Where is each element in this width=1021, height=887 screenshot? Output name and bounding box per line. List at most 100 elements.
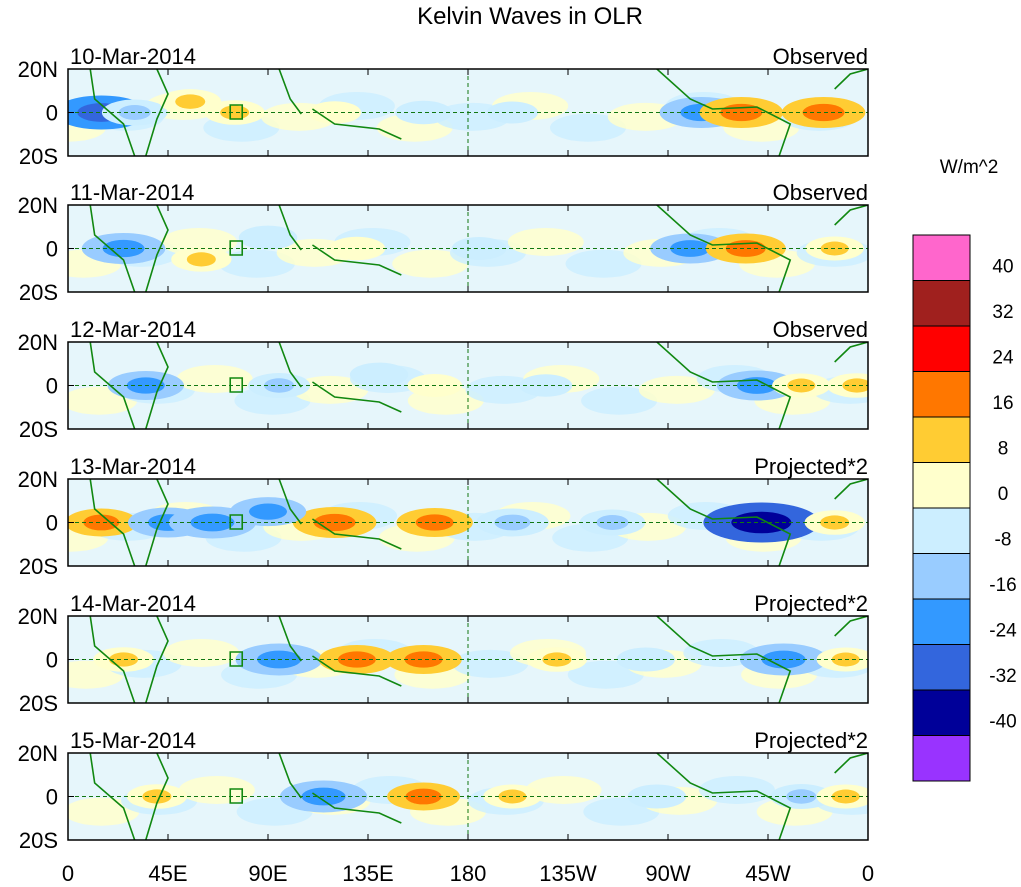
anomaly-core (109, 652, 139, 667)
panel-2: 20N 0 20S 11-Mar-2014 Observed (18, 180, 869, 305)
panel-date: 11-Mar-2014 (70, 180, 194, 205)
panel-date: 15-Mar-2014 (70, 728, 196, 753)
south-america-coastline (656, 753, 792, 840)
west-africa-coastline (834, 205, 868, 226)
maldives-box (229, 377, 244, 393)
colorbar-label: -8 (995, 530, 1012, 551)
anomaly-field (68, 362, 868, 415)
colorbar-swatch (912, 735, 971, 782)
colorbar-label: -32 (989, 666, 1016, 687)
colorbar-swatch (912, 234, 971, 281)
colorbar-label: 40 (992, 257, 1013, 278)
anomaly-band (565, 249, 642, 278)
x-tick-label: 90E (248, 861, 287, 886)
coastlines (89, 69, 868, 156)
maldives-box (229, 240, 244, 256)
maritime-continent-coastline (278, 342, 402, 413)
africa-coastline (89, 753, 169, 840)
colorbar-label: 16 (992, 393, 1013, 414)
anomaly-core (466, 241, 493, 256)
colorbar-label: -24 (989, 621, 1017, 642)
maritime-continent-coastline (278, 205, 402, 276)
anomaly-core (175, 94, 206, 109)
west-africa-coastline (834, 753, 868, 774)
y-tick-label: 20S (19, 691, 58, 716)
south-america-coastline (656, 479, 792, 566)
y-tick-label: 0 (46, 374, 58, 399)
x-tick-label: 0 (862, 861, 874, 886)
maldives-box (229, 514, 244, 530)
y-tick-label: 20S (19, 280, 58, 305)
x-tick-label: 90W (645, 861, 690, 886)
panel-tag: Projected*2 (754, 454, 868, 479)
anomaly-field (68, 775, 868, 826)
south-america-coastline (656, 342, 792, 429)
maritime-continent-coastline (278, 616, 402, 687)
anomaly-core (254, 230, 282, 245)
y-tick-label: 20N (18, 330, 58, 355)
anomaly-core (142, 789, 172, 804)
panel-6: 20N 0 20S 15-Mar-2014 Projected*2 (18, 728, 869, 853)
anomaly-core (186, 252, 216, 267)
anomaly-core (190, 513, 235, 532)
anomaly-band (218, 249, 295, 278)
x-tick-label: 0 (62, 861, 74, 886)
west-africa-coastline (834, 479, 868, 500)
anomaly-core (787, 378, 816, 393)
colorbar-label: 24 (992, 348, 1014, 369)
x-tick-label: 45W (745, 861, 790, 886)
west-africa-coastline (834, 69, 868, 90)
panel-date: 13-Mar-2014 (70, 454, 196, 479)
anomaly-core (670, 240, 711, 257)
panel-date: 10-Mar-2014 (70, 44, 196, 69)
colorbar-swatch (912, 462, 971, 509)
anomaly-core (405, 788, 442, 805)
panel-1: 20N 0 20S 10-Mar-2014 Observed (18, 44, 869, 169)
panel-date: 12-Mar-2014 (70, 317, 196, 342)
chart-title: Kelvin Waves in OLR (417, 3, 643, 30)
anomaly-core (249, 503, 287, 520)
panel-tag: Projected*2 (754, 728, 868, 753)
maritime-continent-coastline (278, 69, 402, 140)
west-africa-coastline (834, 616, 868, 637)
colorbar-swatch (912, 507, 971, 554)
x-tick-label: 45E (148, 861, 187, 886)
coastlines (89, 479, 868, 566)
y-tick-label: 0 (46, 785, 58, 810)
colorbar-swatch (912, 416, 971, 463)
y-tick-label: 0 (46, 237, 58, 262)
colorbar-label: 0 (998, 484, 1009, 505)
maldives-box (229, 104, 244, 120)
panel-date: 14-Mar-2014 (70, 591, 196, 616)
panel-5: 20N 0 20S 14-Mar-2014 Projected*2 (18, 591, 869, 716)
maldives-box (229, 788, 244, 804)
anomaly-band (178, 775, 255, 804)
x-tick-label: 180 (450, 861, 487, 886)
anomaly-core (725, 240, 766, 257)
panel-3: 20N 0 20S 12-Mar-2014 Observed (18, 317, 869, 442)
africa-coastline (89, 69, 169, 156)
anomaly-core (410, 105, 438, 120)
south-america-coastline (656, 69, 792, 156)
y-tick-label: 0 (46, 648, 58, 673)
y-tick-label: 20N (18, 57, 58, 82)
colorbar-swatch (912, 644, 971, 691)
maritime-continent-coastline (278, 479, 402, 550)
west-africa-coastline (834, 342, 868, 363)
x-axis: 0 45E 90E 135E 180 135W 90W 45W 0 (62, 861, 874, 886)
anomaly-band (392, 249, 469, 278)
anomaly-core (596, 515, 629, 530)
colorbar-label: 32 (992, 302, 1013, 323)
colorbar: 40 32 24 16 8 0 -8 -16 -24 -32 -40 (912, 234, 1017, 782)
africa-coastline (89, 205, 169, 292)
panel-4: 20N 0 20S 13-Mar-2014 Projected*2 (18, 454, 869, 579)
panels-group: 20N 0 20S 10-Mar-2014 Observed 20N 0 20S 11-Mar-… (18, 44, 869, 853)
colorbar-units: W/m^2 (940, 157, 999, 178)
anomaly-core (404, 651, 443, 668)
africa-coastline (89, 616, 169, 703)
y-tick-label: 20S (19, 417, 58, 442)
coastlines (89, 616, 868, 703)
south-america-coastline (656, 205, 792, 292)
y-tick-label: 20N (18, 741, 58, 766)
